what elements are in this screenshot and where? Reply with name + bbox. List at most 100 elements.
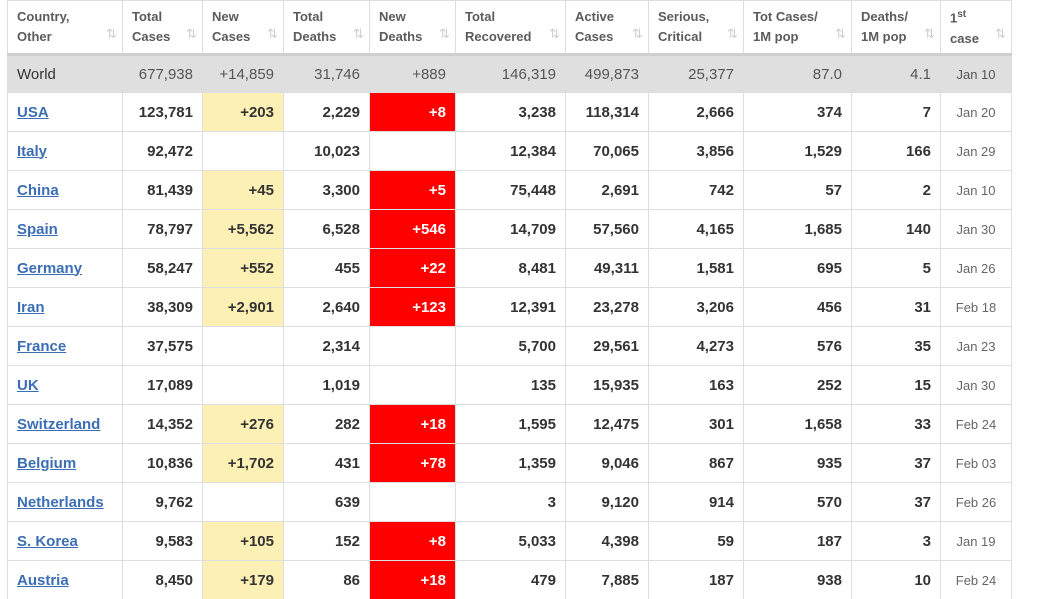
new-deaths-cell: +546 (369, 209, 456, 249)
recovered-cell: 3,238 (455, 92, 566, 132)
cases-per-1m-cell: 187 (743, 521, 852, 561)
column-header-cases-per-1m[interactable]: Tot Cases/1M pop ⇅ (743, 0, 852, 55)
country-link[interactable]: S. Korea (17, 532, 78, 550)
total-cases-cell: 8,450 (122, 560, 203, 599)
deaths-per-1m-cell: 31 (851, 287, 941, 327)
country-cell: Germany (7, 248, 123, 288)
country-link[interactable]: USA (17, 103, 49, 121)
cases-per-1m-cell: 576 (743, 326, 852, 366)
country-link[interactable]: Spain (17, 220, 58, 238)
deaths-per-1m-cell: 10 (851, 560, 941, 599)
sort-icon[interactable]: ⇅ (549, 26, 560, 41)
first-case-cell: Jan 29 (940, 131, 1012, 171)
recovered-cell: 14,709 (455, 209, 566, 249)
new-cases-cell: +2,901 (202, 287, 284, 327)
sort-icon[interactable]: ⇅ (353, 26, 364, 41)
first-case-cell: Jan 10 (940, 53, 1012, 93)
serious-critical-cell: 742 (648, 170, 744, 210)
header-line-1: Tot Cases/ (753, 9, 818, 24)
country-cell: Spain (7, 209, 123, 249)
active-cases-cell: 57,560 (565, 209, 649, 249)
first-case-cell: Feb 24 (940, 404, 1012, 444)
deaths-per-1m-cell: 4.1 (851, 53, 941, 93)
deaths-per-1m-cell: 35 (851, 326, 941, 366)
column-header-total-cases[interactable]: Total Cases ⇅ (122, 0, 203, 55)
total-deaths-cell: 2,314 (283, 326, 370, 366)
deaths-per-1m-cell: 166 (851, 131, 941, 171)
column-header-deaths-per-1m[interactable]: Deaths/1M pop ⇅ (851, 0, 941, 55)
new-cases-cell (202, 365, 284, 405)
deaths-per-1m-cell: 15 (851, 365, 941, 405)
new-deaths-cell: +5 (369, 170, 456, 210)
country-link[interactable]: Austria (17, 571, 69, 589)
country-cell: S. Korea (7, 521, 123, 561)
sort-icon[interactable]: ⇅ (632, 26, 643, 41)
sort-icon[interactable]: ⇅ (439, 26, 450, 41)
country-cell: World (7, 53, 123, 93)
first-case-cell: Jan 10 (940, 170, 1012, 210)
column-header-new-deaths[interactable]: New Deaths ⇅ (369, 0, 456, 55)
recovered-cell: 1,595 (455, 404, 566, 444)
column-header-label: Tot Cases/1M pop (753, 7, 842, 47)
active-cases-cell: 2,691 (565, 170, 649, 210)
sort-icon[interactable]: ⇅ (186, 26, 197, 41)
total-deaths-cell: 3,300 (283, 170, 370, 210)
country-link[interactable]: France (17, 337, 67, 355)
cases-per-1m-cell: 456 (743, 287, 852, 327)
new-deaths-cell: +22 (369, 248, 456, 288)
column-header-label: Country, Other (17, 7, 113, 47)
country-link[interactable]: UK (17, 376, 39, 394)
header-line-2: Cases (212, 29, 251, 44)
table-row: Italy 92,472 10,023 12,384 70,065 3,856 1,529 1… (7, 131, 1012, 171)
first-case-cell: Feb 03 (940, 443, 1012, 483)
new-deaths-cell: +18 (369, 404, 456, 444)
new-cases-cell: +45 (202, 170, 284, 210)
country-link[interactable]: Italy (17, 142, 48, 160)
column-header-total-recovered[interactable]: Total Recovered ⇅ (455, 0, 566, 55)
column-header-serious-critical[interactable]: Serious, Critical ⇅ (648, 0, 744, 55)
country-stats-table: Country, Other ⇅ Total Cases ⇅ New Cases ⇅ Total D… (7, 0, 1012, 599)
active-cases-cell: 23,278 (565, 287, 649, 327)
column-header-active-cases[interactable]: Active Cases ⇅ (565, 0, 649, 55)
total-cases-cell: 78,797 (122, 209, 203, 249)
serious-critical-cell: 4,165 (648, 209, 744, 249)
column-header-first-case[interactable]: 1st case ⇅ (940, 0, 1012, 55)
sort-icon[interactable]: ⇅ (727, 26, 738, 41)
sort-icon[interactable]: ⇅ (267, 26, 278, 41)
new-deaths-cell: +8 (369, 92, 456, 132)
column-header-country[interactable]: Country, Other ⇅ (7, 0, 123, 55)
first-case-cell: Feb 18 (940, 287, 1012, 327)
recovered-cell: 135 (455, 365, 566, 405)
country-cell: China (7, 170, 123, 210)
new-cases-cell (202, 131, 284, 171)
active-cases-cell: 499,873 (565, 53, 649, 93)
column-header-new-cases[interactable]: New Cases ⇅ (202, 0, 284, 55)
column-header-total-deaths[interactable]: Total Deaths ⇅ (283, 0, 370, 55)
country-cell: Iran (7, 287, 123, 327)
country-cell: UK (7, 365, 123, 405)
cases-per-1m-cell: 374 (743, 92, 852, 132)
total-deaths-cell: 31,746 (283, 53, 370, 93)
serious-critical-cell: 163 (648, 365, 744, 405)
country-link[interactable]: Belgium (17, 454, 77, 472)
country-link[interactable]: Iran (17, 298, 45, 316)
sort-icon[interactable]: ⇅ (835, 26, 846, 41)
new-deaths-cell: +78 (369, 443, 456, 483)
sort-icon[interactable]: ⇅ (924, 26, 935, 41)
total-deaths-cell: 6,528 (283, 209, 370, 249)
recovered-cell: 12,384 (455, 131, 566, 171)
country-link[interactable]: Netherlands (17, 493, 104, 511)
total-deaths-cell: 86 (283, 560, 370, 599)
country-link[interactable]: China (17, 181, 59, 199)
country-cell: Belgium (7, 443, 123, 483)
sort-icon[interactable]: ⇅ (995, 26, 1006, 41)
sort-icon[interactable]: ⇅ (106, 26, 117, 41)
active-cases-cell: 4,398 (565, 521, 649, 561)
header-superscript: st (957, 9, 967, 21)
country-link[interactable]: Switzerland (17, 415, 101, 433)
serious-critical-cell: 914 (648, 482, 744, 522)
serious-critical-cell: 4,273 (648, 326, 744, 366)
country-link[interactable]: Germany (17, 259, 83, 277)
active-cases-cell: 12,475 (565, 404, 649, 444)
country-cell: France (7, 326, 123, 366)
